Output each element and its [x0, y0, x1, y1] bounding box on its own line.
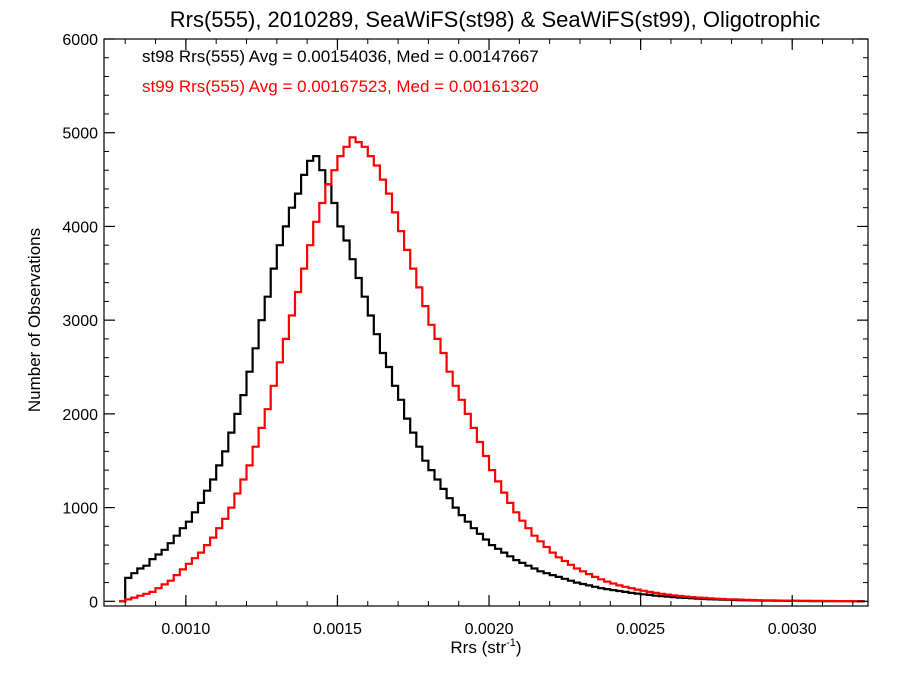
- y-axis-label: Number of Observations: [25, 228, 44, 412]
- y-tick-label: 1000: [62, 501, 98, 518]
- x-axis-label-close: ): [516, 638, 522, 657]
- y-tick-label: 0: [89, 594, 98, 611]
- annotation-st99-stats: st99 Rrs(555) Avg = 0.00167523, Med = 0.…: [142, 77, 539, 96]
- x-tick-label: 0.0025: [616, 621, 665, 638]
- y-tick-label: 5000: [62, 126, 98, 143]
- axes-layer: 0.0010 0.0015 0.0020 0.0025 0.0030 0 1000 2000 3…: [62, 32, 869, 638]
- x-tick-label: 0.0020: [465, 621, 514, 638]
- x-tick-label: 0.0015: [313, 621, 362, 638]
- series-1-histogram-line: [119, 136, 865, 603]
- x-tick-label: 0.0030: [768, 621, 817, 638]
- annotation-st98-stats: st98 Rrs(555) Avg = 0.00154036, Med = 0.…: [142, 47, 539, 66]
- y-tick-label: 3000: [62, 313, 98, 330]
- chart-title: Rrs(555), 2010289, SeaWiFS(st98) & SeaWi…: [170, 7, 820, 32]
- x-axis-label: Rrs (str-1): [450, 637, 521, 657]
- y-tick-label: 4000: [62, 219, 98, 236]
- y-tick-label: 2000: [62, 407, 98, 424]
- y-tick-label: 6000: [62, 32, 98, 49]
- series-layer: [119, 136, 865, 603]
- x-axis-label-exponent: -1: [506, 637, 516, 649]
- plot-frame: [103, 38, 869, 607]
- x-axis-label-main: Rrs (str: [450, 638, 506, 657]
- x-tick-label: 0.0010: [161, 621, 210, 638]
